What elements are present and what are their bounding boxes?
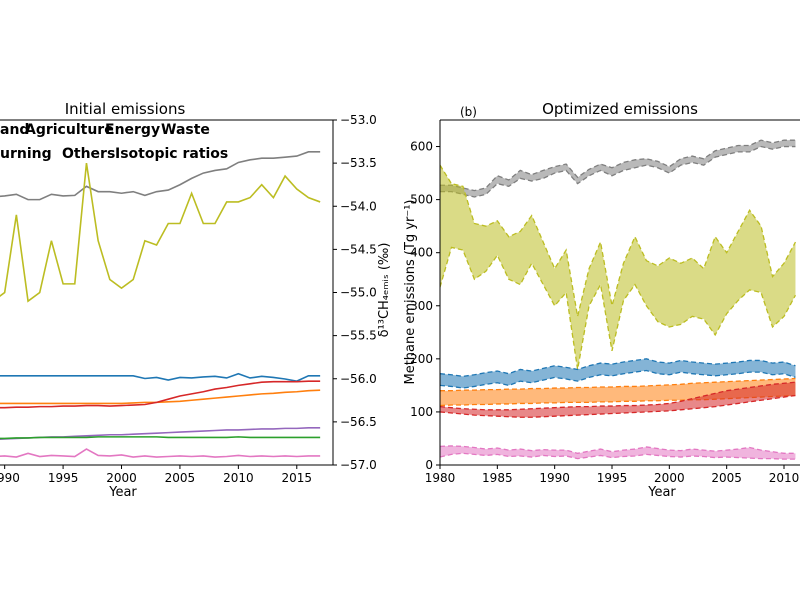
band-edge — [440, 394, 796, 418]
legend-label: urning — [0, 146, 52, 162]
x-axis-label: Year — [647, 485, 676, 500]
x-axis-label: Year — [108, 485, 137, 500]
x-tick-label: 2005 — [711, 471, 742, 485]
y-tick-label: 200 — [410, 352, 433, 366]
y2-axis-label: δ¹³CH₄ₑₘᵢₛ (‰) — [377, 243, 392, 338]
legend-label: Isotopic ratios — [115, 146, 228, 162]
panel-initial: Initial emissions 1990 1995 2000 2005 2010 201… — [0, 100, 392, 500]
band-edge — [440, 246, 797, 370]
y-tick-label: 500 — [410, 193, 433, 207]
x-tick-label: 2005 — [165, 471, 196, 485]
x-tick-label: 2010 — [769, 471, 800, 485]
y2-tick-label: −53.5 — [340, 156, 377, 170]
x-tick-label: 2010 — [223, 471, 254, 485]
band-edge — [440, 139, 796, 192]
legend-label: Agriculture — [25, 122, 114, 138]
y2-tick-label: −53.0 — [340, 113, 377, 127]
band-edge — [440, 358, 796, 378]
series-line — [0, 436, 321, 440]
legend-label: Energy — [105, 122, 160, 138]
legend-label: and — [0, 122, 29, 138]
y2-tick-label: −54.0 — [340, 199, 377, 213]
series-line — [0, 163, 321, 303]
band-fill — [440, 358, 796, 389]
y-tick-label: 100 — [410, 405, 433, 419]
band-edge — [440, 164, 797, 317]
band-edge — [440, 377, 796, 392]
series-line — [0, 380, 321, 409]
y2-tick-label: −56.5 — [340, 415, 377, 429]
panel-label: (b) — [460, 105, 477, 119]
x-tick-label: 1990 — [539, 471, 570, 485]
band-fill — [440, 445, 796, 460]
band-fill — [440, 382, 796, 418]
y-tick-label: 400 — [410, 246, 433, 260]
y2-tick-label: −54.5 — [340, 242, 377, 256]
series-line — [0, 448, 321, 458]
band-edge — [440, 452, 796, 460]
legend-label: Others — [62, 146, 115, 162]
y-tick-label: 0 — [425, 458, 433, 472]
y2-tick-label: −55.0 — [340, 286, 377, 300]
x-tick-label: 2000 — [654, 471, 685, 485]
y-tick-label: 600 — [410, 140, 433, 154]
y-tick-label: 300 — [410, 299, 433, 313]
plot-area — [440, 139, 797, 460]
y2-tick-label: −55.5 — [340, 329, 377, 343]
y2-tick-label: −57.0 — [340, 458, 377, 472]
x-tick-label: 1980 — [425, 471, 456, 485]
x-tick-label: 1995 — [48, 471, 79, 485]
x-tick-label: 1985 — [482, 471, 513, 485]
band-edge — [440, 445, 796, 454]
band-fill — [440, 165, 796, 370]
series-line — [0, 151, 321, 201]
band-fill — [440, 140, 796, 197]
legend-label: Waste — [161, 122, 210, 138]
band-edge — [440, 381, 796, 411]
x-tick-label: 1995 — [597, 471, 628, 485]
series-line — [0, 372, 321, 382]
chart-title: Initial emissions — [65, 100, 186, 118]
x-tick-label: 1990 — [0, 471, 20, 485]
x-tick-label: 2015 — [282, 471, 313, 485]
y-axis-label: Methane emissions (Tg yr⁻¹) — [403, 200, 418, 385]
x-tick-label: 2000 — [106, 471, 137, 485]
y2-tick-label: −56.0 — [340, 372, 377, 386]
chart-title: Optimized emissions — [542, 100, 698, 118]
band-edge — [440, 369, 796, 389]
plot-area — [0, 151, 321, 458]
band-edge — [440, 145, 796, 198]
